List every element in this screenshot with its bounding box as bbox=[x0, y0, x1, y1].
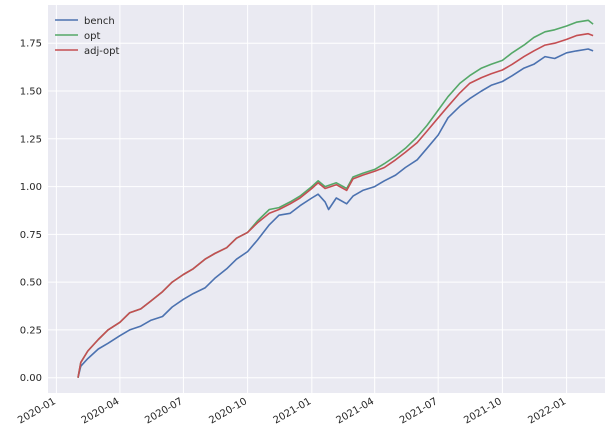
x-tick-label: 2020-10 bbox=[207, 396, 249, 426]
series-line-adj-opt bbox=[77, 32, 594, 378]
y-tick-label: 1.50 bbox=[20, 87, 42, 98]
x-tick-label: 2020-04 bbox=[80, 396, 122, 426]
y-axis: 0.00 0.25 0.50 0.75 1.00 1.25 1.50 1.75 bbox=[20, 39, 42, 384]
y-tick-label: 1.75 bbox=[20, 39, 42, 50]
legend-label-bench: bench bbox=[84, 16, 115, 27]
series-line-bench bbox=[77, 48, 594, 378]
x-axis: 2020-01 2020-04 2020-07 2020-10 2021-01 2021-… bbox=[16, 396, 568, 426]
series-lines bbox=[77, 19, 594, 378]
x-tick-label: 2020-01 bbox=[16, 396, 58, 426]
x-tick-label: 2021-07 bbox=[398, 396, 440, 426]
y-tick-label: 0.00 bbox=[20, 373, 42, 384]
y-tick-label: 1.00 bbox=[20, 182, 42, 193]
legend: bench opt adj-opt bbox=[55, 16, 120, 57]
y-tick-label: 1.25 bbox=[20, 134, 42, 145]
x-tick-label: 2021-10 bbox=[462, 396, 504, 426]
legend-label-adj-opt: adj-opt bbox=[84, 46, 120, 57]
plot-background bbox=[48, 5, 605, 393]
x-tick-label: 2022-01 bbox=[526, 396, 568, 426]
y-tick-label: 0.25 bbox=[20, 325, 42, 336]
y-tick-label: 0.50 bbox=[20, 278, 42, 289]
x-tick-label: 2021-04 bbox=[334, 396, 376, 426]
legend-label-opt: opt bbox=[84, 31, 100, 42]
y-tick-label: 0.75 bbox=[20, 230, 42, 241]
x-tick-label: 2020-07 bbox=[143, 396, 185, 426]
x-tick-label: 2021-01 bbox=[272, 396, 314, 426]
